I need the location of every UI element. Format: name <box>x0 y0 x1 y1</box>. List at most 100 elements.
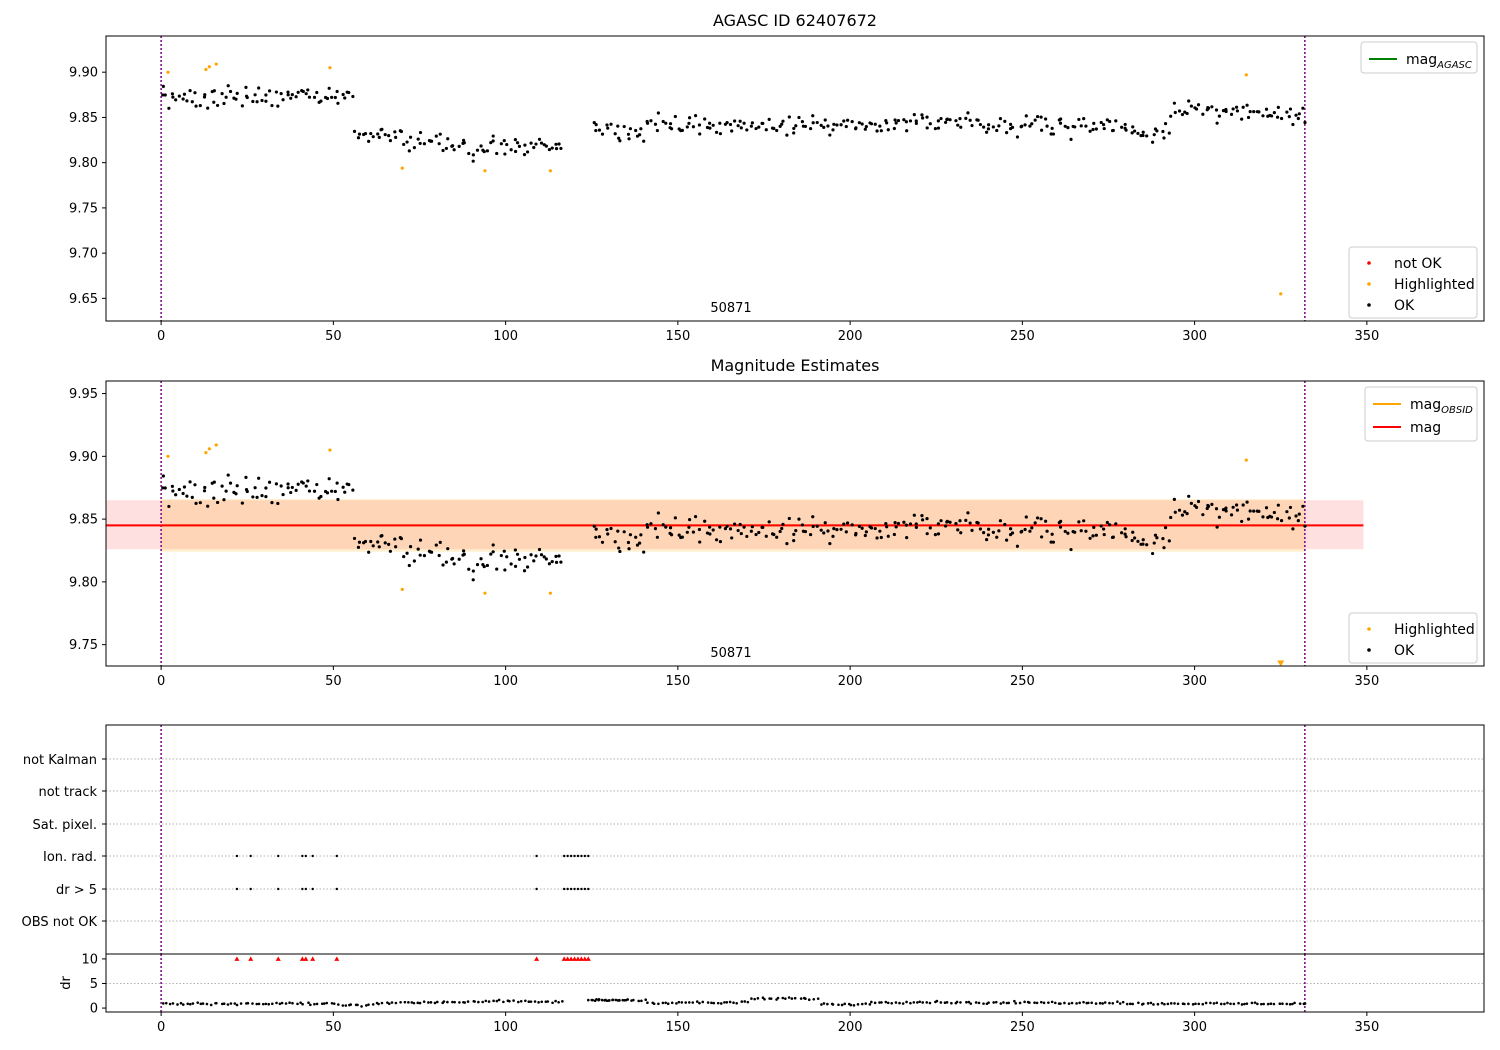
data-point-ok <box>1028 124 1032 128</box>
data-point-ok <box>499 553 503 558</box>
data-point-ok <box>452 148 456 152</box>
data-point-ok <box>170 92 175 96</box>
data-point-ok <box>778 124 782 128</box>
dr-point <box>161 1002 165 1005</box>
data-point-ok <box>1084 529 1088 533</box>
dr-point <box>950 1001 953 1005</box>
data-point-ok <box>928 122 932 126</box>
dr-point <box>1262 1002 1265 1006</box>
dr-point <box>852 1004 856 1007</box>
dr-point <box>1160 1001 1164 1005</box>
dr-point <box>860 1002 864 1006</box>
dr-point <box>712 1001 716 1005</box>
dr-point <box>974 1001 978 1004</box>
data-point-ok <box>529 553 533 557</box>
data-point-ok <box>714 130 719 134</box>
data-point-ok <box>1173 510 1177 514</box>
data-point-ok <box>387 134 391 138</box>
data-point-ok <box>260 98 264 103</box>
dr-point <box>870 1000 873 1004</box>
data-point-ok <box>1294 113 1298 117</box>
dr-point <box>1128 1002 1132 1006</box>
data-point-ok <box>936 126 941 130</box>
data-point-ok <box>181 491 185 496</box>
dr-point <box>1042 1001 1046 1005</box>
data-point-ok <box>1077 117 1081 122</box>
data-point-ok <box>1246 517 1251 521</box>
dr-point <box>632 998 635 1002</box>
data-point-ok <box>485 149 490 153</box>
data-point-ok <box>315 90 319 95</box>
data-point-ok <box>193 91 197 95</box>
dr-point <box>422 1000 426 1003</box>
data-point-ok <box>352 536 357 541</box>
dr-point <box>1226 1001 1229 1005</box>
dr-point <box>267 1002 271 1006</box>
dr-point <box>1039 1000 1043 1004</box>
x-tick-label: 350 <box>1354 329 1379 344</box>
dr-point <box>955 1000 959 1004</box>
dr-point <box>680 1001 684 1004</box>
dr-point <box>1266 1002 1270 1006</box>
data-point-ok <box>312 95 317 99</box>
data-point-ok <box>1069 137 1073 141</box>
data-point-ok <box>509 562 513 566</box>
data-point-ok <box>725 121 729 125</box>
data-point-ok <box>691 125 696 129</box>
data-point-ok <box>986 533 991 537</box>
data-point-ok <box>1231 505 1235 509</box>
data-point-ok <box>655 128 659 133</box>
data-point-ok <box>489 141 493 145</box>
data-point-ok <box>482 150 486 154</box>
data-point-ok <box>319 494 323 499</box>
legend-box <box>1348 612 1478 664</box>
dr-point <box>939 1001 943 1004</box>
data-point-ok <box>592 524 596 528</box>
dr-clipped-marker <box>275 956 281 961</box>
data-point-ok <box>1019 530 1023 534</box>
x-tick-label: 250 <box>1010 329 1035 344</box>
data-point-ok <box>785 133 789 137</box>
flag-point <box>580 854 583 858</box>
data-point-ok <box>377 135 381 139</box>
data-point-ok <box>503 152 507 156</box>
data-point-ok <box>742 525 746 529</box>
data-point-ok <box>811 515 815 519</box>
dr-point <box>546 1000 550 1003</box>
data-point-ok <box>554 560 559 564</box>
data-point-ok <box>235 91 239 95</box>
data-point-ok <box>537 137 542 141</box>
y-tick-label: 9.75 <box>69 638 98 653</box>
data-point-ok <box>206 106 210 110</box>
dr-point <box>246 1001 250 1005</box>
dr-point <box>257 1002 261 1006</box>
flag-point <box>566 854 569 858</box>
dr-point <box>291 1001 294 1005</box>
data-point-ok <box>687 518 692 522</box>
legend-marker <box>1367 627 1371 631</box>
dr-point <box>1201 1002 1205 1006</box>
data-point-ok <box>1069 547 1073 552</box>
dr-point <box>831 1003 835 1006</box>
data-point-ok <box>264 486 268 490</box>
data-point-ok <box>742 121 746 125</box>
flag-point <box>583 854 587 858</box>
dr-point <box>1094 1002 1098 1005</box>
data-point-ok <box>1130 538 1134 543</box>
data-point-ok <box>893 521 897 525</box>
data-point-ok <box>685 530 689 534</box>
data-point-ok <box>407 149 411 153</box>
data-point-ok <box>1196 103 1201 107</box>
dr-point <box>666 1002 670 1005</box>
x-tick-label: 100 <box>493 674 518 689</box>
data-point-ok <box>725 524 729 528</box>
data-point-ok <box>367 139 371 143</box>
data-point-ok <box>921 116 925 120</box>
data-point-ok <box>1035 114 1040 119</box>
dr-point <box>1131 1002 1134 1006</box>
dr-point <box>429 1001 433 1004</box>
dr-panel: 0 50 100 150 200 250 300 350 0 5 10 dr <box>59 952 1485 1035</box>
data-point-ok <box>412 559 416 563</box>
data-point-ok <box>289 490 293 495</box>
data-point-ok <box>240 104 244 108</box>
